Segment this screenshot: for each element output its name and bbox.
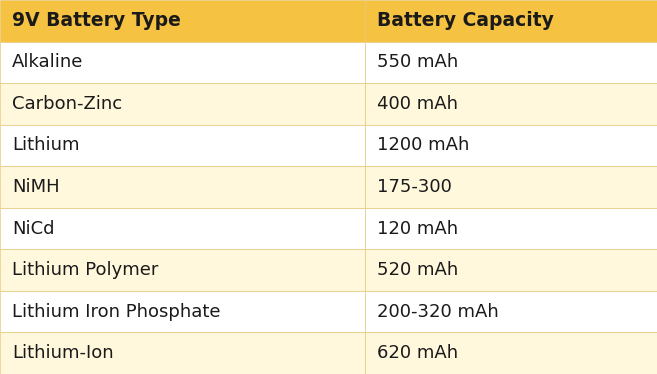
Bar — [0, 0, 365, 42]
Bar — [0, 208, 365, 249]
Bar — [0, 166, 365, 208]
Bar — [0, 291, 365, 332]
Bar — [365, 332, 657, 374]
Text: 520 mAh: 520 mAh — [376, 261, 458, 279]
Bar — [0, 332, 365, 374]
Bar — [365, 208, 657, 249]
Bar — [0, 125, 365, 166]
Bar — [0, 249, 365, 291]
Text: 550 mAh: 550 mAh — [376, 53, 458, 71]
Text: Lithium: Lithium — [12, 137, 79, 154]
Bar — [365, 166, 657, 208]
Bar — [0, 83, 365, 125]
Text: Carbon-Zinc: Carbon-Zinc — [12, 95, 122, 113]
Text: 1200 mAh: 1200 mAh — [376, 137, 469, 154]
Text: 9V Battery Type: 9V Battery Type — [12, 11, 181, 30]
Bar — [365, 0, 657, 42]
Text: NiMH: NiMH — [12, 178, 60, 196]
Text: 400 mAh: 400 mAh — [376, 95, 458, 113]
Bar — [365, 291, 657, 332]
Bar — [365, 83, 657, 125]
Bar — [365, 125, 657, 166]
Text: 175-300: 175-300 — [376, 178, 451, 196]
Text: Alkaline: Alkaline — [12, 53, 83, 71]
Text: NiCd: NiCd — [12, 220, 55, 237]
Text: 120 mAh: 120 mAh — [376, 220, 458, 237]
Text: Battery Capacity: Battery Capacity — [376, 11, 553, 30]
Text: Lithium Iron Phosphate: Lithium Iron Phosphate — [12, 303, 221, 321]
Text: Lithium-Ion: Lithium-Ion — [12, 344, 114, 362]
Text: 200-320 mAh: 200-320 mAh — [376, 303, 499, 321]
Bar — [365, 42, 657, 83]
Text: 620 mAh: 620 mAh — [376, 344, 458, 362]
Bar — [365, 249, 657, 291]
Bar — [0, 42, 365, 83]
Text: Lithium Polymer: Lithium Polymer — [12, 261, 158, 279]
